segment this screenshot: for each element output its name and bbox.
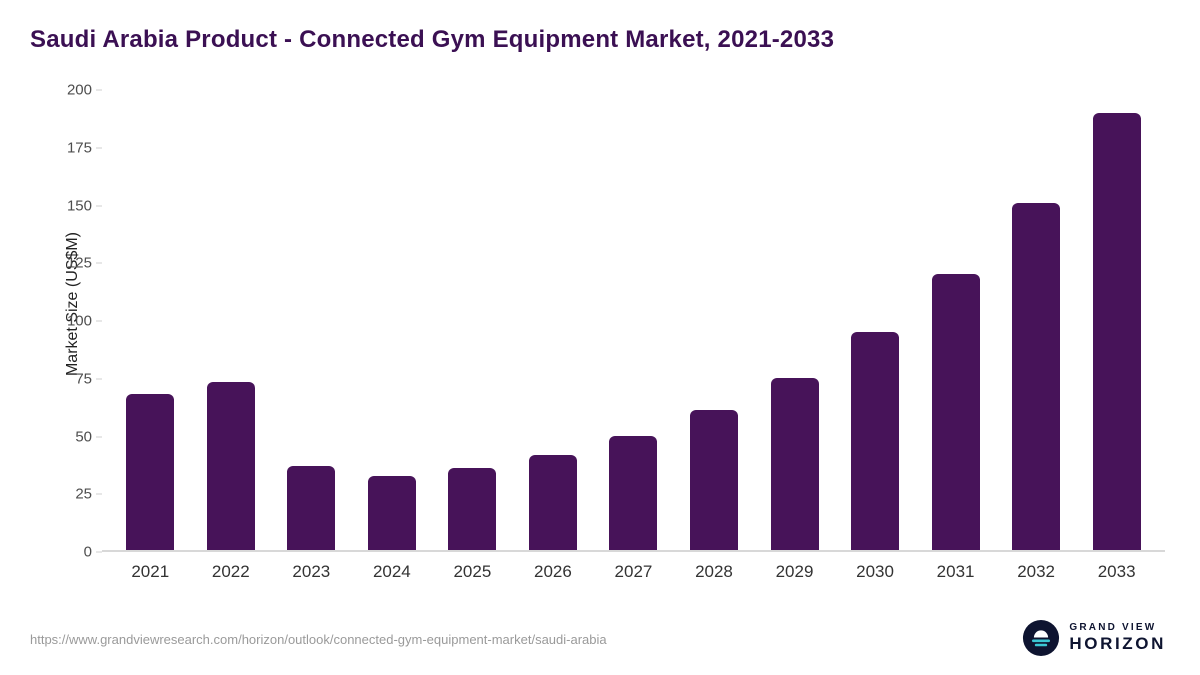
bar-column: 2023 xyxy=(271,90,352,581)
y-tick-label: 50 xyxy=(75,428,92,445)
bar-column: 2029 xyxy=(754,90,835,581)
y-tick-mark xyxy=(96,493,102,495)
brand-text: GRAND VIEW HORIZON xyxy=(1069,622,1166,653)
plot-area: 2021 2022 2023 2024 2025 2026 2027 2028 2029 2030… xyxy=(102,90,1165,581)
bars-container: 2021 2022 2023 2024 2025 2026 2027 2028 2029 2030… xyxy=(102,90,1165,581)
x-tick-label: 2032 xyxy=(1017,562,1056,581)
bar xyxy=(689,409,738,550)
bar-column: 2033 xyxy=(1076,90,1157,581)
y-tick-mark xyxy=(96,89,102,91)
bar xyxy=(206,382,255,550)
y-tick-mark xyxy=(96,147,102,149)
brand-logo: GRAND VIEW HORIZON xyxy=(1022,619,1166,657)
bar-column: 2028 xyxy=(674,90,755,581)
x-tick-label: 2026 xyxy=(534,562,572,581)
bar xyxy=(931,274,980,550)
bar xyxy=(528,454,577,550)
x-tick-label: 2029 xyxy=(775,562,814,581)
x-tick-label: 2030 xyxy=(856,562,894,581)
bar xyxy=(448,468,497,550)
bar xyxy=(287,466,336,550)
source-url: https://www.grandviewresearch.com/horizo… xyxy=(30,632,607,647)
y-tick-label: 75 xyxy=(75,370,92,388)
y-tick-label: 100 xyxy=(66,312,92,330)
y-tick-mark xyxy=(96,551,102,553)
y-tick-label: 150 xyxy=(66,197,92,214)
y-axis: 0 25 50 75 100 125 150 175 200 xyxy=(60,82,102,561)
bar-column: 2030 xyxy=(835,90,916,581)
x-tick-label: 2027 xyxy=(614,562,653,581)
x-tick-label: 2025 xyxy=(453,562,492,581)
bar xyxy=(851,331,900,550)
y-tick-label: 0 xyxy=(83,543,92,561)
brand-name-bottom: HORIZON xyxy=(1069,633,1166,653)
bar xyxy=(770,377,819,550)
y-tick-mark xyxy=(96,378,102,380)
bar-chart: Market Size (US$M) 0 25 50 75 100 125 150 175 20… xyxy=(30,80,1168,588)
x-tick-label: 2022 xyxy=(211,562,250,581)
y-tick-mark xyxy=(96,436,102,437)
x-tick-label: 2028 xyxy=(695,562,733,581)
bar-column: 2026 xyxy=(513,90,594,581)
bar xyxy=(609,436,658,550)
bar-column: 2021 xyxy=(110,90,191,581)
x-tick-label: 2023 xyxy=(292,562,331,581)
bar-column: 2027 xyxy=(593,90,674,581)
y-tick-label: 25 xyxy=(75,485,92,503)
x-tick-label: 2021 xyxy=(131,562,170,581)
bar xyxy=(126,393,175,550)
bar xyxy=(1092,113,1141,550)
x-tick-label: 2024 xyxy=(372,562,411,581)
brand-name-top: GRAND VIEW xyxy=(1069,622,1157,634)
bar-column: 2022 xyxy=(191,90,272,581)
y-tick-label: 200 xyxy=(66,81,92,99)
bar xyxy=(367,476,416,550)
y-tick-label: 175 xyxy=(66,139,92,157)
chart-title: Saudi Arabia Product - Connected Gym Equ… xyxy=(30,26,835,53)
bar-column: 2025 xyxy=(432,90,513,581)
bar-column: 2031 xyxy=(915,90,996,581)
bar xyxy=(1012,202,1061,550)
bar-column: 2024 xyxy=(352,90,433,581)
x-tick-label: 2033 xyxy=(1097,562,1136,581)
y-tick-mark xyxy=(96,205,102,206)
grand-view-horizon-icon xyxy=(1023,619,1060,657)
y-tick-mark xyxy=(96,262,102,264)
y-tick-mark xyxy=(96,320,102,322)
x-tick-label: 2031 xyxy=(936,562,975,581)
bar-column: 2032 xyxy=(996,90,1077,581)
y-tick-label: 125 xyxy=(66,254,92,272)
